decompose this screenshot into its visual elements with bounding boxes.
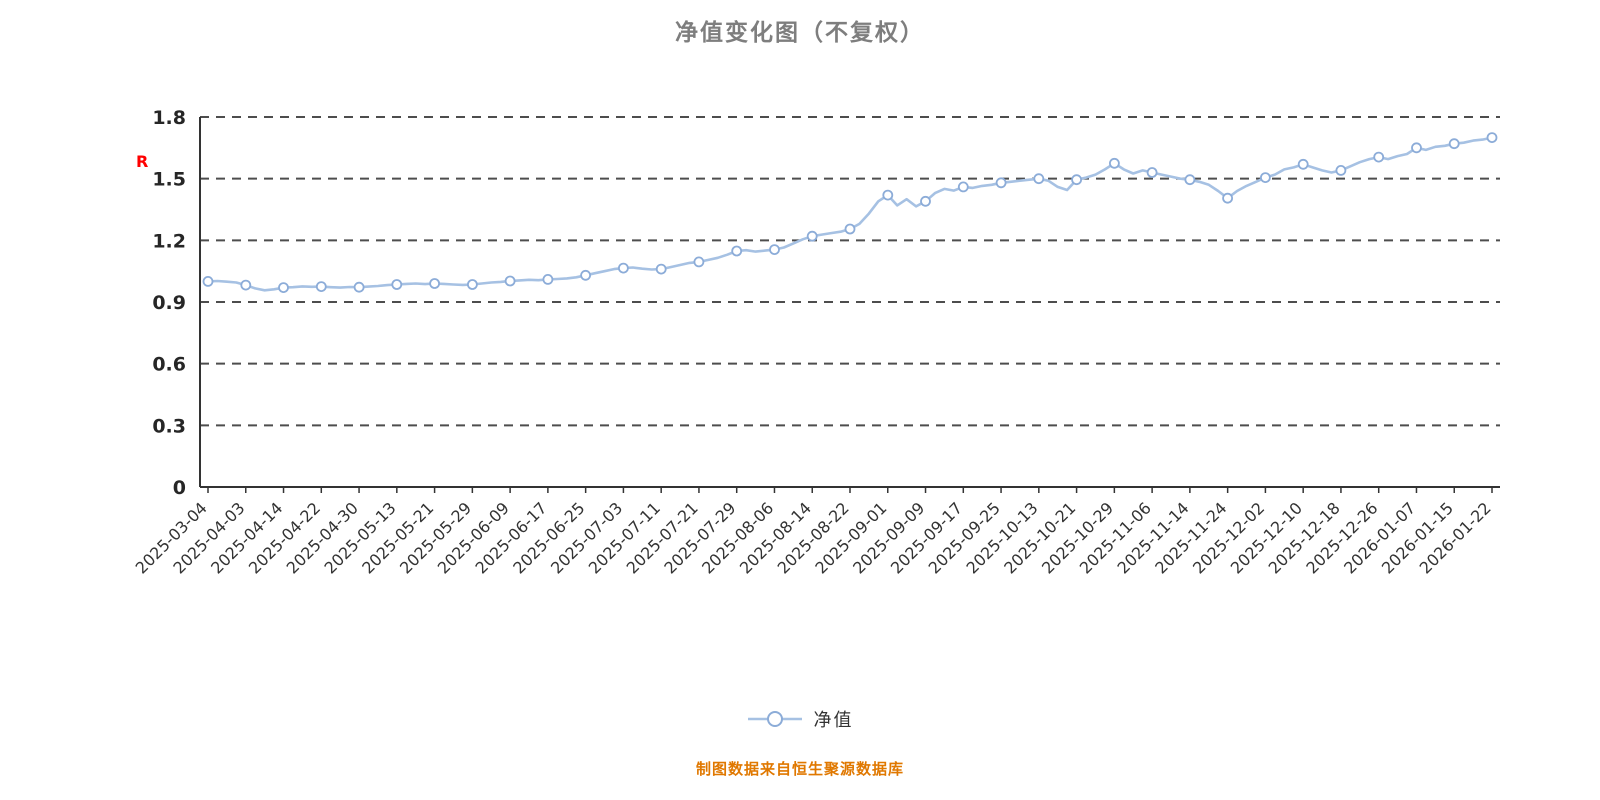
data-point-marker	[957, 181, 969, 193]
legend: 净值	[0, 706, 1600, 732]
data-point-marker	[882, 189, 894, 201]
data-point-marker	[806, 230, 818, 242]
data-point-marker	[504, 275, 516, 287]
data-point-marker	[240, 279, 252, 291]
data-point-marker	[1109, 157, 1120, 169]
data-point-marker	[731, 245, 743, 257]
data-point-marker	[278, 282, 289, 294]
data-point-marker	[1146, 167, 1158, 178]
y-tick-label: 0	[173, 477, 186, 499]
data-point-marker	[769, 244, 780, 256]
data-point-marker	[542, 273, 554, 285]
y-tick-label: 1.5	[152, 169, 186, 191]
data-point-marker	[655, 263, 667, 275]
data-point-marker	[1222, 192, 1233, 204]
data-point-marker	[1448, 138, 1460, 150]
y-tick-label: 0.9	[152, 292, 186, 314]
data-point-marker	[315, 281, 327, 293]
data-source-note: 制图数据来自恒生聚源数据库	[695, 760, 904, 778]
data-point-marker	[429, 278, 441, 289]
data-point-marker	[1033, 173, 1045, 185]
data-point-marker	[580, 269, 591, 281]
data-point-marker	[1184, 174, 1196, 186]
data-point-marker	[1411, 142, 1422, 154]
data-point-marker	[1335, 164, 1347, 176]
data-point-marker	[1071, 174, 1082, 186]
data-point-marker	[466, 279, 478, 290]
data-point-marker	[618, 262, 629, 274]
data-point-marker	[693, 256, 705, 268]
y-tick-label: 1.2	[152, 230, 186, 252]
y-tick-label: 1.8	[152, 107, 186, 129]
legend-line-marker-icon	[747, 711, 802, 727]
data-point-marker	[844, 223, 856, 235]
data-point-marker	[995, 177, 1007, 189]
net-value-chart: 00.30.60.91.21.51.82025-03-042025-04-032…	[132, 107, 1500, 578]
chart-title: 净值变化图（不复权）	[675, 20, 925, 46]
legend-label: 净值	[813, 710, 854, 731]
data-point-marker	[202, 275, 214, 287]
data-point-marker	[1486, 132, 1498, 144]
data-point-marker	[1260, 172, 1271, 184]
data-point-marker	[1373, 151, 1385, 163]
y-tick-label: 0.3	[152, 415, 186, 437]
data-point-marker	[353, 281, 365, 293]
data-point-marker	[391, 279, 403, 290]
data-point-marker	[920, 195, 931, 207]
data-point-marker	[1297, 158, 1309, 170]
y-tick-label: 0.6	[152, 354, 186, 376]
r-flag: R	[136, 152, 148, 171]
